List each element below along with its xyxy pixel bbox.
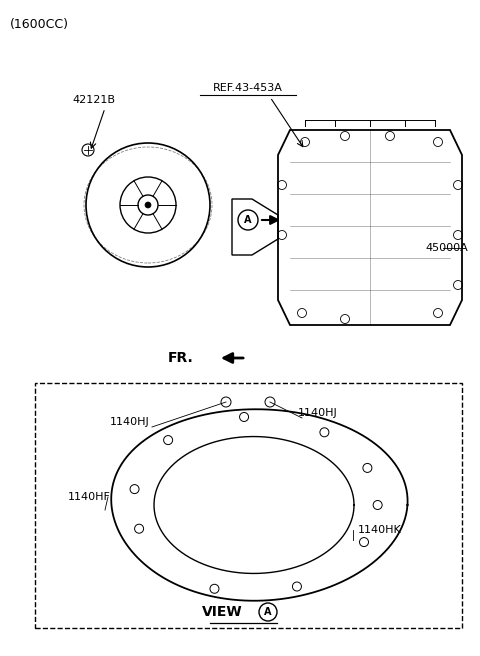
Text: REF.43-453A: REF.43-453A [213,83,283,93]
Circle shape [145,202,151,208]
Text: 42121B: 42121B [72,95,115,105]
Text: A: A [264,607,272,617]
Text: 1140HJ: 1140HJ [298,408,338,418]
Text: 1140HF: 1140HF [68,492,111,502]
Text: (1600CC): (1600CC) [10,18,69,31]
Text: 1140HK: 1140HK [358,525,402,535]
Text: VIEW: VIEW [203,605,243,619]
Text: 1140HJ: 1140HJ [110,417,150,427]
Text: FR.: FR. [168,351,194,365]
Text: A: A [244,215,252,225]
Text: 45000A: 45000A [425,243,468,253]
Bar [35,383,462,628]
